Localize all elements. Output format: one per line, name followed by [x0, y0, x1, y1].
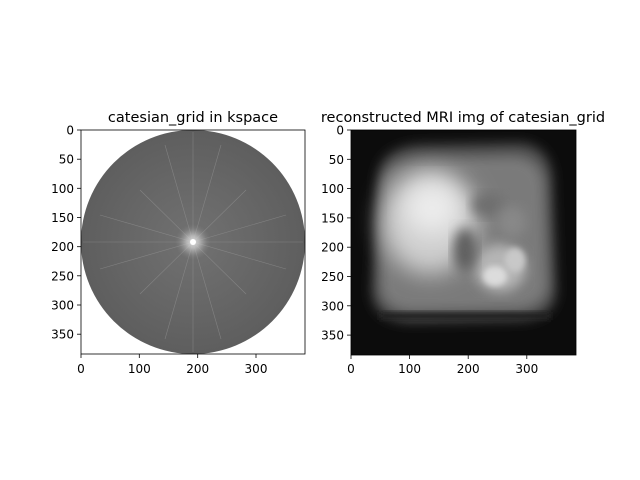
kspace-y-tick-label: 350 [51, 328, 74, 342]
kspace-y-tick-label: 50 [59, 153, 74, 167]
kspace-y-tick-label: 250 [51, 269, 74, 283]
mri-panel: reconstructed MRI img of catesian_grid [321, 110, 605, 376]
mri-x-ticks: 0 100 200 300 [347, 355, 538, 376]
kspace-panel: catesian_grid in kspace 0 [51, 110, 306, 376]
mri-y-tick-label: 150 [321, 211, 344, 225]
mri-y-tick-label: 250 [321, 270, 344, 284]
mri-y-tick-label: 50 [329, 153, 344, 167]
mri-x-tick-label: 100 [398, 362, 421, 376]
kspace-x-tick-label: 200 [186, 362, 209, 376]
kspace-y-ticks: 0 50 100 150 200 250 300 350 [51, 124, 81, 342]
kspace-x-tick-label: 100 [128, 362, 151, 376]
mri-x-tick-label: 200 [457, 362, 480, 376]
mri-y-tick-label: 300 [321, 299, 344, 313]
mri-title: reconstructed MRI img of catesian_grid [321, 110, 605, 126]
kspace-title: catesian_grid in kspace [108, 110, 278, 126]
kspace-x-tick-label: 300 [245, 362, 268, 376]
kspace-image [81, 130, 305, 354]
mri-x-tick-label: 300 [515, 362, 538, 376]
mri-x-tick-label: 0 [347, 362, 355, 376]
kspace-x-ticks: 0 100 200 300 [77, 354, 267, 376]
mri-image [351, 130, 576, 355]
mri-y-tick-label: 200 [321, 241, 344, 255]
kspace-y-tick-label: 200 [51, 240, 74, 254]
kspace-x-tick-label: 0 [77, 362, 85, 376]
kspace-y-tick-label: 0 [66, 124, 74, 138]
kspace-y-tick-label: 150 [51, 211, 74, 225]
kspace-y-tick-label: 100 [51, 182, 74, 196]
mri-y-tick-label: 350 [321, 329, 344, 343]
mri-y-tick-label: 0 [336, 124, 344, 138]
mri-y-tick-label: 100 [321, 182, 344, 196]
mri-y-ticks: 0 50 100 150 200 250 300 350 [321, 124, 351, 343]
kspace-y-tick-label: 300 [51, 299, 74, 313]
